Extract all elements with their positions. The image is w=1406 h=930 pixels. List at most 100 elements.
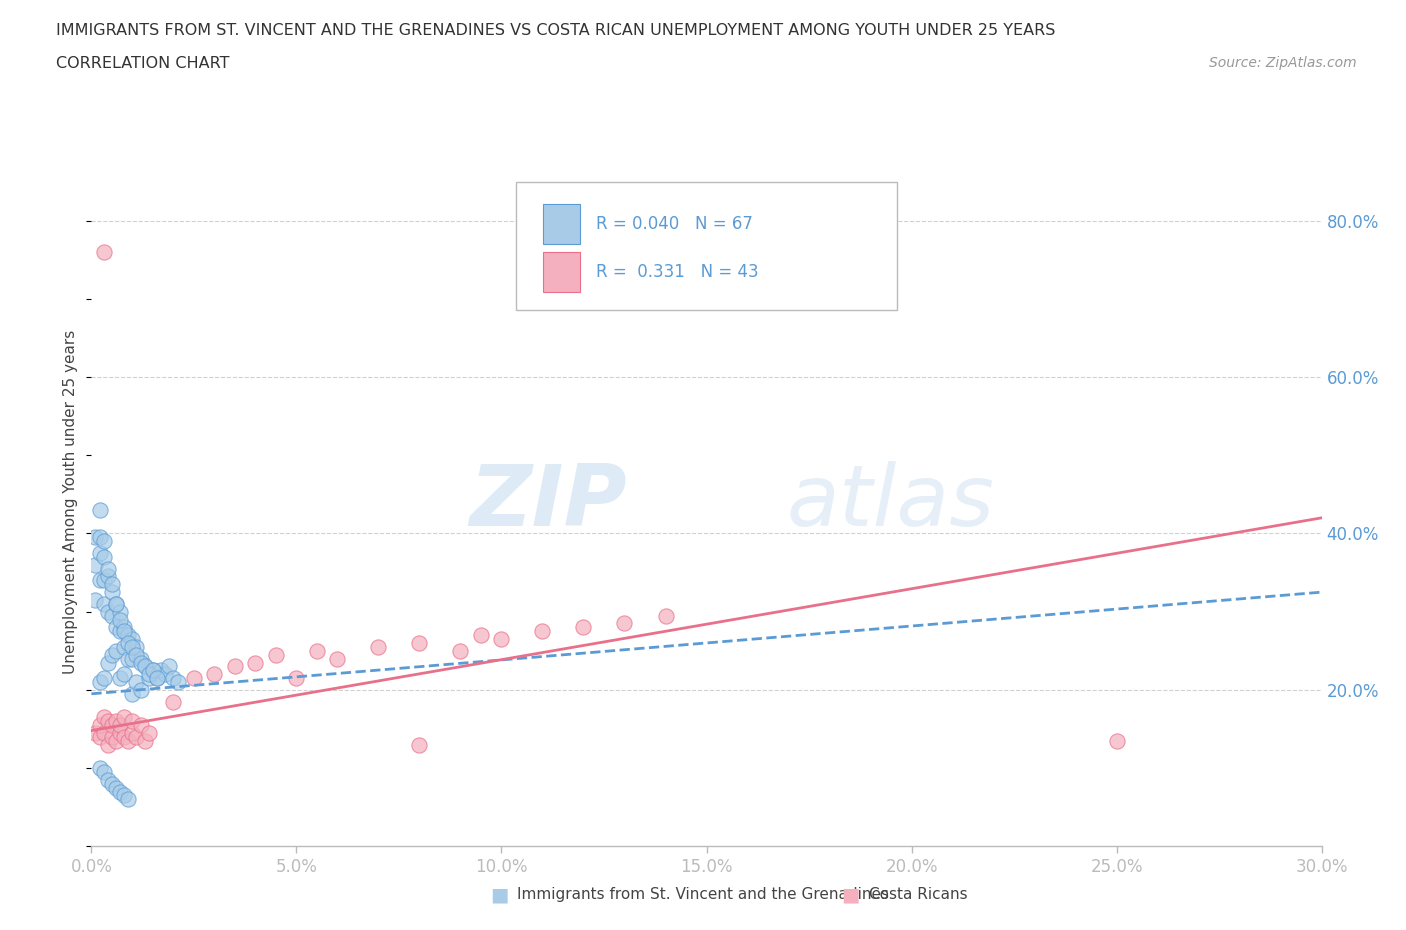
Point [89, 573, 111, 588]
Point [117, 651, 139, 666]
Point [105, 596, 127, 611]
Text: Immigrants from St. Vincent and the Grenadines: Immigrants from St. Vincent and the Gren… [517, 887, 890, 902]
Text: atlas: atlas [786, 460, 994, 544]
Text: ■: ■ [489, 885, 509, 904]
Point [108, 784, 131, 799]
Point [84, 557, 107, 572]
Point [121, 640, 143, 655]
Bar [543, 252, 579, 292]
Point [146, 671, 169, 685]
Point [97, 773, 120, 788]
Point [408, 737, 430, 752]
Point [112, 788, 135, 803]
Point [93, 534, 115, 549]
Point [101, 647, 124, 662]
Text: ■: ■ [841, 885, 860, 904]
Point [572, 620, 595, 635]
Point [112, 710, 135, 724]
Point [326, 651, 349, 666]
Point [491, 631, 513, 646]
Point [129, 718, 152, 733]
Point [101, 608, 124, 623]
Point [134, 659, 156, 674]
Point [108, 718, 131, 733]
Point [470, 628, 492, 643]
Point [112, 624, 135, 639]
Point [138, 667, 160, 682]
Point [108, 612, 131, 627]
Point [97, 569, 120, 584]
Point [138, 725, 160, 740]
Point [613, 616, 636, 631]
Point [101, 577, 124, 591]
Point [202, 667, 225, 682]
Text: IMMIGRANTS FROM ST. VINCENT AND THE GRENADINES VS COSTA RICAN UNEMPLOYMENT AMONG: IMMIGRANTS FROM ST. VINCENT AND THE GREN… [56, 23, 1056, 38]
Point [129, 651, 152, 666]
Point [101, 729, 124, 744]
Point [531, 624, 554, 639]
Point [112, 667, 135, 682]
Point [117, 635, 139, 650]
Point [245, 655, 267, 670]
Point [89, 729, 111, 744]
Point [89, 530, 111, 545]
Point [97, 713, 120, 728]
Point [101, 777, 124, 791]
Point [112, 729, 135, 744]
Point [157, 659, 180, 674]
Point [93, 573, 115, 588]
Point [121, 725, 143, 740]
Point [89, 546, 111, 561]
Point [93, 764, 115, 779]
Point [142, 663, 165, 678]
Point [105, 620, 127, 635]
Point [108, 624, 131, 639]
Point [97, 655, 120, 670]
Point [117, 792, 139, 807]
Point [93, 710, 115, 724]
Point [142, 663, 165, 678]
Point [93, 550, 115, 565]
Point [121, 713, 143, 728]
Point [93, 671, 115, 685]
Point [1105, 733, 1128, 748]
Text: ZIP: ZIP [470, 460, 627, 544]
Point [108, 671, 131, 685]
Point [408, 635, 430, 650]
Point [153, 667, 177, 682]
Point [121, 686, 143, 701]
Text: R =  0.331   N = 43: R = 0.331 N = 43 [596, 263, 758, 282]
Point [84, 530, 107, 545]
Point [125, 640, 148, 655]
Point [112, 620, 135, 635]
Point [129, 683, 152, 698]
Point [224, 659, 246, 674]
Point [89, 502, 111, 517]
Point [134, 733, 156, 748]
Point [129, 655, 152, 670]
Point [101, 718, 124, 733]
Point [121, 651, 143, 666]
Text: Costa Ricans: Costa Ricans [869, 887, 967, 902]
Point [101, 585, 124, 600]
Point [97, 737, 120, 752]
Point [125, 647, 148, 662]
Point [166, 674, 188, 689]
Point [105, 780, 127, 795]
Point [449, 644, 471, 658]
Point [162, 694, 184, 709]
Point [108, 725, 131, 740]
Point [84, 592, 107, 607]
Point [108, 604, 131, 619]
Point [105, 733, 127, 748]
Point [183, 671, 205, 685]
Y-axis label: Unemployment Among Youth under 25 years: Unemployment Among Youth under 25 years [63, 330, 79, 674]
Point [89, 718, 111, 733]
Point [97, 604, 120, 619]
Point [138, 671, 160, 685]
Point [117, 628, 139, 643]
Point [121, 631, 143, 646]
Point [93, 245, 115, 259]
Point [305, 644, 328, 658]
Point [97, 561, 120, 576]
